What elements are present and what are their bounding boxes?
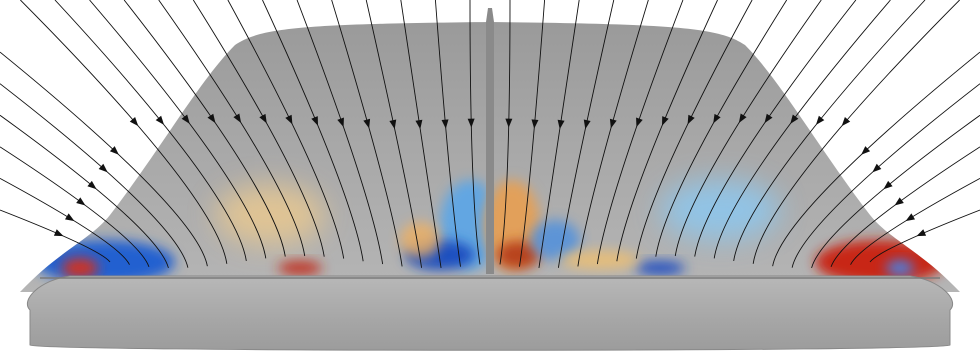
flow-arrow (389, 119, 397, 130)
streamline (772, 51, 980, 267)
flow-arrow (76, 197, 86, 206)
streamline (227, 0, 345, 259)
streamline (557, 0, 615, 268)
flow-arrow (467, 118, 475, 128)
streamline (674, 0, 822, 257)
streamline (635, 0, 753, 259)
flow-arrow (64, 213, 75, 222)
flow-arrow (181, 114, 190, 124)
flow-arrow (285, 114, 293, 125)
streamline (0, 51, 208, 267)
streamline (365, 0, 423, 268)
contour-field (35, 180, 945, 284)
flow-arrow (872, 163, 882, 173)
flow-arrow (609, 118, 617, 129)
streamline (850, 178, 980, 265)
flow-arrow (883, 180, 893, 190)
streamline (158, 0, 306, 257)
flow-arrow (505, 118, 513, 128)
streamline (811, 114, 980, 269)
contour-blob (215, 185, 325, 245)
streamline (499, 0, 511, 265)
streamline (752, 0, 960, 264)
streamline (20, 0, 228, 264)
flow-arrow (916, 229, 927, 237)
flow-arrow (662, 116, 669, 126)
contour-blob (660, 180, 780, 240)
streamline (192, 0, 325, 257)
streamline (123, 0, 286, 257)
flow-arrow (207, 113, 216, 124)
streamline (469, 0, 481, 265)
flow-arrow (233, 113, 242, 123)
streamline (54, 0, 247, 262)
flow-arrow (557, 119, 565, 130)
flow-arrow (583, 119, 591, 130)
contour-blob (400, 222, 440, 258)
streamline (434, 0, 461, 267)
streamline (713, 0, 891, 259)
flow-arrow (894, 197, 904, 206)
streamline (694, 0, 857, 257)
flow-arrow (311, 116, 318, 126)
flow-arrow (790, 114, 799, 124)
streamline (89, 0, 267, 259)
streamline (519, 0, 546, 267)
streamline (538, 0, 580, 268)
streamline (733, 0, 926, 262)
flow-arrow (87, 180, 97, 190)
contour-blob (635, 261, 685, 275)
lower-band (27, 275, 953, 351)
flow-arrow (259, 113, 267, 124)
flow-arrow (441, 119, 449, 129)
flow-arrow (531, 119, 539, 129)
contour-blob (278, 261, 322, 275)
flow-arrow (129, 117, 139, 127)
flow-arrow (905, 213, 916, 222)
flow-arrow (363, 118, 371, 129)
flow-arrow (738, 113, 747, 123)
center-fin (486, 8, 494, 274)
streamline (296, 0, 384, 265)
streamline (400, 0, 442, 268)
flow-arrow (109, 146, 119, 155)
contour-blob (496, 241, 540, 269)
flow-arrow (53, 229, 64, 237)
streamline (0, 114, 169, 269)
flow-arrow (155, 115, 165, 125)
streamline (869, 209, 980, 263)
streamline (616, 0, 718, 262)
streamline (0, 146, 150, 268)
flow-arrow (861, 146, 871, 155)
streamline (331, 0, 403, 267)
streamline (577, 0, 649, 267)
streamline (0, 209, 111, 263)
flow-arrow (815, 115, 825, 125)
flow-arrow (337, 117, 344, 128)
contour-blob (560, 250, 640, 270)
flow-arrow (687, 114, 695, 125)
flow-arrow (98, 163, 108, 173)
streamline (655, 0, 788, 257)
streamline (262, 0, 364, 262)
flow-arrow (415, 119, 423, 130)
contour-blob (530, 220, 580, 260)
flow-arrow (713, 113, 721, 124)
flow-arrow (841, 117, 851, 127)
contour-blob (886, 260, 914, 276)
flow-arrow (764, 113, 773, 124)
streamline (830, 146, 980, 268)
streamline (791, 83, 980, 268)
contour-blob (62, 258, 98, 278)
streamline (0, 83, 189, 268)
streamline (596, 0, 684, 265)
streamlines (0, 0, 980, 269)
contour-blob (815, 240, 945, 284)
streamline (0, 178, 130, 265)
flow-arrow (636, 117, 643, 128)
